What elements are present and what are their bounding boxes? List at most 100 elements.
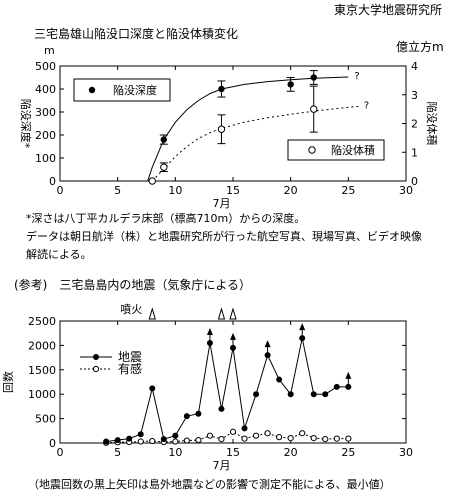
felt-point [183,437,190,444]
chart2-y-tick-label: 2000 [28,339,56,352]
quake-point [103,438,110,445]
chart2-y-tick-label: 1500 [28,364,56,377]
source-label: 東京大学地震研究所 [334,3,443,17]
quake-point [183,413,190,420]
felt-point [310,435,317,442]
chart1-x-tick-label: 10 [168,184,182,197]
chart2-x-tick-label: 10 [168,446,182,459]
quake-legend-marker [93,354,99,360]
chart2-y-tick-label: 2500 [28,315,56,328]
felt-point [218,435,225,443]
felt-point [149,437,156,445]
volume-point [160,163,168,171]
felt-point [276,434,283,441]
felt-point [264,430,271,437]
quake-point [114,437,121,444]
chart2-x-tick-label: 25 [341,446,355,459]
chart1-y-tick-label: 500 [35,60,56,73]
eruption-arrow [217,307,226,320]
chart1-y-unit: m [44,44,55,57]
chart1-x-tick-label: 15 [226,184,240,197]
chart1-y2-tick-label: 2 [411,118,418,131]
depth-legend-marker [88,86,96,94]
chart1-x-tick-label: 5 [114,184,121,197]
quake-point [195,410,202,417]
quake-min-arrow-head [206,327,213,335]
chart2-x-tick-label: 0 [57,446,64,459]
chart1-y-tick-label: 0 [49,175,56,188]
eruption-label: 噴火 [120,303,142,316]
quake-point [126,435,133,442]
quake-point [160,436,167,443]
volume-legend-marker [308,146,316,154]
depth-legend-box [73,78,171,102]
chart1-y-tick-label: 400 [35,83,56,96]
felt-point [137,438,144,445]
chart1-x-label: 7月 [212,197,230,210]
depth-point [287,81,294,88]
quake-point [310,391,317,398]
quake-min-arrow-head [264,340,271,348]
felt-point [252,432,260,439]
depth-point [218,85,225,93]
chart2-x-tick-label: 5 [114,446,121,459]
felt-point [229,428,237,435]
note-line-3: 解読による。 [26,248,92,261]
quake-point [276,376,283,383]
quake-point [218,405,225,412]
depth-legend-label: 陥没深度 [113,83,157,97]
chart1-y-tick-label: 300 [35,106,56,119]
felt-point [206,432,214,439]
chart2-y-tick-label: 500 [35,413,56,426]
depth-volume-chart: 0 5 10 15 20 25 300100200300400500012347月陥没深度*… [19,60,439,210]
felt-point [345,435,352,442]
felt-series-line [106,431,349,444]
volume-legend-label: 陥没体積 [331,143,375,157]
chart1-y2-unit: 億立方m [396,40,444,54]
volume-point [310,105,318,113]
chart1-x-tick-label: 25 [341,184,355,197]
note-line-2: データは朝日航洋（株）と地震研究所が行った航空写真、現場写真、ビデオ映像 [26,230,422,243]
felt-point [287,435,294,442]
chart1-title: 三宅島雄山陥没口深度と陥没体積変化 [34,27,239,41]
quake-point [241,425,248,432]
felt-point [299,430,306,437]
volume-point [217,125,226,133]
felt-point [172,438,179,445]
chart1-x-tick-label: 0 [57,184,64,197]
quake-point [322,391,329,398]
quake-point [287,391,294,398]
chart1-y2-tick-label: 1 [411,146,418,159]
quake-min-arrow-head [345,371,352,379]
quake-legend-label: 地震 [118,350,142,364]
note-line-1: *深さは八丁平カルデラ床部（標高710m）からの深度。 [26,212,306,225]
chart1-x-tick-label: 20 [284,184,298,197]
quake-point [206,339,213,346]
quake-point [345,383,352,390]
felt-point [241,435,248,442]
earthquake-count-chart: 0 5 10 15 20 25 30 0 500 1000 1500 2000 2500 7月 回数 噴火地震… [2,303,413,472]
volume-point [148,177,156,185]
felt-legend-label: 有感 [118,361,142,376]
felt-point [322,435,329,443]
quake-point [333,383,340,390]
chart2-x-label: 7月 [212,459,230,472]
chart1-y-tick-label: 200 [35,129,56,142]
chart1-y2-tick-label: 4 [411,60,418,73]
quake-point [172,432,179,439]
quake-series-line [106,337,349,443]
depth-point [310,74,317,81]
felt-point [333,435,340,442]
chart2-y-label: 回数 [2,371,15,393]
chart2-x-tick-label: 20 [284,446,298,459]
quake-point [230,344,236,351]
volume-legend-box [287,139,385,161]
quake-point [137,431,144,438]
quake-point [264,352,271,359]
quake-point [149,385,156,392]
quake-min-arrow-head [299,323,306,331]
depth-point [160,136,167,143]
chart1-y-tick-label: 100 [35,152,56,165]
chart2-y-tick-label: 0 [49,437,56,450]
